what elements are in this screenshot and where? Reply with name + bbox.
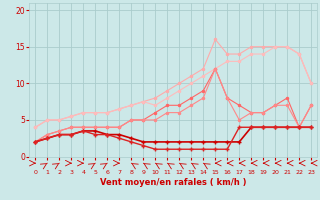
X-axis label: Vent moyen/en rafales ( km/h ): Vent moyen/en rafales ( km/h )	[100, 178, 246, 187]
